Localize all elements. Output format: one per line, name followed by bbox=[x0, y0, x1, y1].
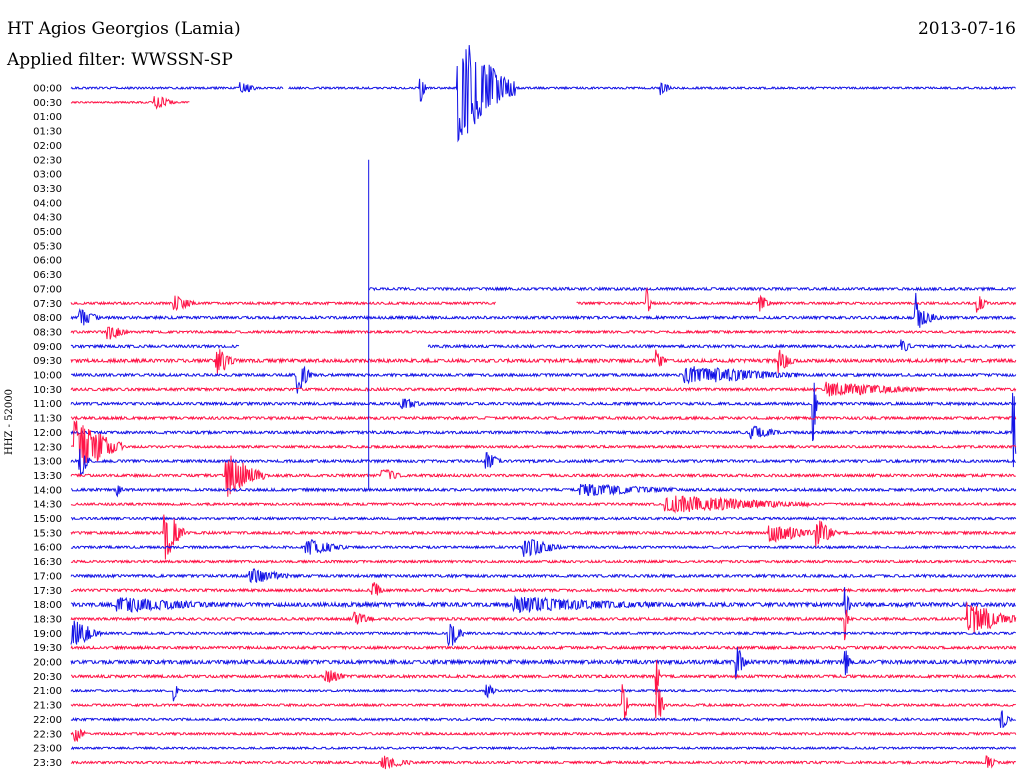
row-time-label: 21:00 bbox=[33, 686, 62, 697]
trace-line bbox=[70, 644, 1017, 651]
row-time-label: 03:00 bbox=[33, 170, 62, 181]
filter-subtitle: Applied filter: WWSSN-SP bbox=[7, 50, 233, 70]
row-time-label: 18:00 bbox=[33, 600, 62, 611]
trace-line bbox=[70, 343, 240, 350]
row-time-label: 15:30 bbox=[33, 528, 62, 539]
row-time-label: 00:00 bbox=[33, 84, 62, 95]
row-time-label: 22:30 bbox=[33, 729, 62, 740]
row-time-label: 01:30 bbox=[33, 127, 62, 138]
row-time-label: 19:00 bbox=[33, 629, 62, 640]
row-time-label: 18:30 bbox=[33, 614, 62, 625]
row-time-label: 10:30 bbox=[33, 385, 62, 396]
trace-line bbox=[70, 684, 1016, 702]
row-time-label: 01:00 bbox=[33, 112, 62, 123]
trace-line bbox=[70, 483, 1017, 498]
date-label: 2013-07-16 bbox=[917, 19, 1016, 39]
trace-line bbox=[70, 82, 284, 93]
trace-line bbox=[70, 392, 1017, 468]
row-time-label: 23:00 bbox=[33, 744, 62, 755]
trace-line bbox=[71, 420, 1017, 467]
trace-line bbox=[288, 45, 1016, 143]
trace-line bbox=[70, 292, 1016, 328]
row-time-label: 08:30 bbox=[33, 327, 62, 338]
row-time-label: 02:30 bbox=[33, 155, 62, 166]
trace-line bbox=[70, 582, 1017, 596]
row-time-label: 19:30 bbox=[33, 643, 62, 654]
row-time-label: 04:30 bbox=[33, 213, 62, 224]
row-time-label: 00:30 bbox=[33, 98, 62, 109]
row-time-label: 17:30 bbox=[33, 586, 62, 597]
row-time-label: 02:00 bbox=[33, 141, 62, 152]
trace-line bbox=[70, 326, 1016, 340]
row-time-label: 13:30 bbox=[33, 471, 62, 482]
row-time-label: 05:30 bbox=[33, 241, 62, 252]
trace-line bbox=[70, 349, 1017, 375]
row-time-label: 07:30 bbox=[33, 299, 62, 310]
row-time-label: 17:00 bbox=[33, 571, 62, 582]
trace-line bbox=[70, 515, 1017, 522]
trace-line bbox=[70, 568, 1017, 584]
row-time-label: 11:30 bbox=[33, 414, 62, 425]
row-time-label: 22:00 bbox=[33, 715, 62, 726]
trace-line bbox=[70, 745, 1017, 751]
station-title: HT Agios Georgios (Lamia) bbox=[7, 19, 241, 39]
trace-line bbox=[70, 415, 1017, 421]
trace-line bbox=[70, 295, 496, 312]
trace-line bbox=[70, 755, 1017, 770]
row-time-label: 06:00 bbox=[33, 256, 62, 267]
row-time-label: 12:00 bbox=[33, 428, 62, 439]
trace-line bbox=[70, 710, 1016, 728]
trace-line bbox=[70, 587, 1016, 617]
trace-line bbox=[70, 495, 1017, 514]
row-time-label: 11:00 bbox=[33, 399, 62, 410]
trace-line bbox=[70, 448, 1016, 476]
trace-line bbox=[70, 514, 1016, 560]
row-time-label: 21:30 bbox=[33, 701, 62, 712]
trace-line bbox=[70, 620, 1016, 647]
row-time-label: 20:00 bbox=[33, 658, 62, 669]
trace-line bbox=[70, 559, 1017, 565]
trace-line bbox=[71, 660, 1017, 695]
row-time-label: 14:30 bbox=[33, 500, 62, 511]
row-time-label: 03:30 bbox=[33, 184, 62, 195]
row-time-label: 12:30 bbox=[33, 442, 62, 453]
trace-line bbox=[70, 647, 1017, 680]
trace-line bbox=[70, 728, 1017, 743]
trace-line bbox=[70, 602, 1017, 641]
row-time-label: 09:00 bbox=[33, 342, 62, 353]
trace-line bbox=[70, 365, 1017, 394]
row-time-label: 14:00 bbox=[33, 485, 62, 496]
row-time-label: 04:00 bbox=[33, 198, 62, 209]
row-time-label: 07:00 bbox=[33, 284, 62, 295]
row-time-label: 06:30 bbox=[33, 270, 62, 281]
trace-line bbox=[70, 539, 1016, 557]
trace-line bbox=[70, 455, 1016, 497]
trace-line bbox=[368, 286, 1017, 292]
trace-line bbox=[427, 339, 1016, 352]
trace-line bbox=[70, 96, 190, 110]
row-time-label: 16:00 bbox=[33, 543, 62, 554]
row-time-label: 15:00 bbox=[33, 514, 62, 525]
trace-line bbox=[576, 286, 1017, 313]
row-time-label: 20:30 bbox=[33, 672, 62, 683]
row-time-label: 23:30 bbox=[33, 758, 62, 769]
row-time-label: 05:00 bbox=[33, 227, 62, 238]
row-time-label: 16:30 bbox=[33, 557, 62, 568]
row-time-label: 13:00 bbox=[33, 457, 62, 468]
row-time-label: 10:00 bbox=[33, 371, 62, 382]
row-time-label: 09:30 bbox=[33, 356, 62, 367]
row-time-label: 08:00 bbox=[33, 313, 62, 324]
trace-line bbox=[70, 382, 1017, 442]
trace-line bbox=[70, 381, 1017, 397]
trace-line bbox=[70, 677, 1016, 720]
